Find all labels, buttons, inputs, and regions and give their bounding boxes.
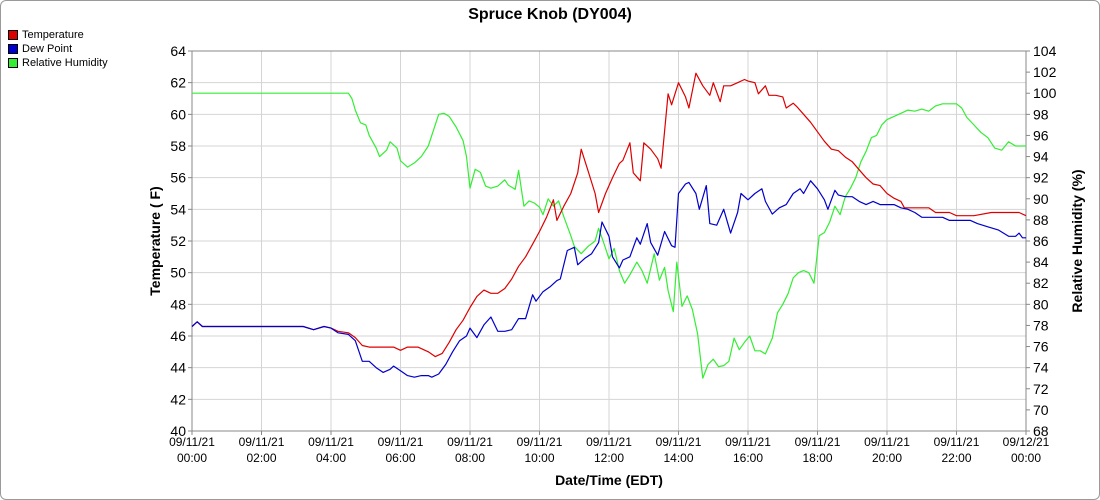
x-tick-time: 10:00 [524,451,554,465]
x-tick-time: 08:00 [455,451,485,465]
legend-swatch [8,44,18,54]
x-axis-title: Date/Time (EDT) [555,472,663,488]
y-tick-label: 62 [170,75,186,91]
legend-label: Relative Humidity [22,57,108,69]
y-tick-label: 44 [170,360,186,376]
y-tick-label: 54 [170,201,186,217]
x-tick-time: 06:00 [385,451,415,465]
x-tick-date: 09/11/21 [586,435,632,449]
x-tick-date: 09/11/21 [795,435,841,449]
chart-title: Spruce Knob (DY004) [468,6,632,23]
x-tick-date: 09/11/21 [169,435,215,449]
y2-tick-label: 86 [1033,233,1049,249]
y2-tick-label: 96 [1033,127,1049,143]
x-tick-time: 20:00 [872,451,902,465]
y-tick-label: 40 [170,423,186,439]
x-tick-time: 12:00 [594,451,624,465]
legend-swatch [8,58,18,68]
y2-axis-title: Relative Humidity (%) [1069,169,1085,312]
x-tick-time: 00:00 [177,451,207,465]
y2-tick-label: 82 [1033,275,1049,291]
y2-tick-label: 88 [1033,212,1049,228]
y2-tick-label: 98 [1033,106,1049,122]
y2-tick-label: 70 [1033,402,1049,418]
y-tick-label: 58 [170,138,186,154]
y-tick-label: 46 [170,328,186,344]
series-line-relative-humidity [192,92,1026,379]
x-tick-date: 09/12/21 [1003,435,1050,449]
series-line-dew-point [191,180,1026,378]
y-tick-label: 48 [170,296,186,312]
y2-tick-label: 104 [1033,43,1057,59]
y-tick-label: 60 [170,106,186,122]
x-tick-date: 09/11/21 [725,435,771,449]
series-line-temperature [191,72,1027,358]
x-tick-date: 09/11/21 [864,435,910,449]
legend-item: Temperature [8,28,108,42]
legend: Temperature Dew Point Relative Humidity [8,28,108,70]
legend-item: Dew Point [8,42,108,56]
y2-tick-label: 100 [1033,85,1057,101]
y2-tick-label: 68 [1033,423,1049,439]
y2-tick-label: 92 [1033,170,1049,186]
legend-label: Temperature [22,29,84,41]
x-tick-date: 09/11/21 [517,435,563,449]
x-tick-date: 09/11/21 [308,435,354,449]
y2-tick-label: 74 [1033,360,1049,376]
y2-tick-label: 78 [1033,317,1049,333]
legend-item: Relative Humidity [8,56,108,70]
x-tick-date: 09/11/21 [378,435,424,449]
y-axis-title: Temperature ( F) [147,186,163,295]
legend-swatch [8,30,18,40]
plot-border [191,50,1027,432]
x-tick-time: 14:00 [663,451,693,465]
y2-tick-label: 94 [1033,149,1049,165]
y-tick-label: 50 [170,265,186,281]
x-tick-date: 09/11/21 [656,435,702,449]
y2-tick-label: 72 [1033,381,1049,397]
y-tick-label: 52 [170,233,186,249]
y-tick-label: 64 [170,43,186,59]
y-tick-label: 56 [170,170,186,186]
y2-tick-label: 76 [1033,339,1049,355]
y2-tick-label: 84 [1033,254,1049,270]
x-tick-time: 18:00 [802,451,832,465]
x-tick-time: 02:00 [246,451,276,465]
y-tick-label: 42 [170,391,186,407]
x-tick-time: 22:00 [941,451,971,465]
x-tick-date: 09/11/21 [239,435,285,449]
legend-label: Dew Point [22,43,73,55]
x-tick-time: 00:00 [1011,451,1041,465]
x-tick-date: 09/11/21 [934,435,980,449]
y2-tick-label: 80 [1033,296,1049,312]
y2-tick-label: 90 [1033,191,1049,207]
y2-tick-label: 102 [1033,64,1057,80]
x-tick-date: 09/11/21 [447,435,493,449]
x-tick-time: 04:00 [316,451,346,465]
x-tick-time: 16:00 [733,451,763,465]
